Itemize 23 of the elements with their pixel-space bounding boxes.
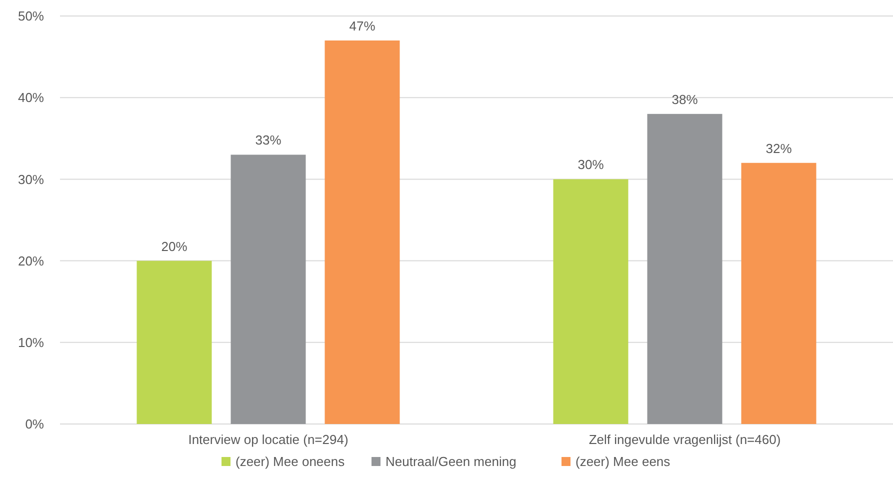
- y-tick-label: 40%: [18, 90, 44, 106]
- data-label: 47%: [349, 18, 376, 34]
- bar: [647, 114, 722, 424]
- bar: [136, 260, 212, 424]
- x-tick-label: Zelf ingevulde vragenlijst (n=460): [588, 432, 781, 447]
- x-tick-label: Interview op locatie (n=294): [188, 432, 348, 447]
- y-tick-label: 10%: [18, 334, 44, 350]
- legend-label: Neutraal/Geen mening: [386, 454, 516, 469]
- y-tick-label: 0%: [25, 416, 44, 432]
- data-label: 38%: [672, 92, 698, 107]
- bar: [741, 162, 816, 424]
- y-tick-label: 20%: [18, 253, 44, 268]
- data-label: 32%: [766, 140, 792, 156]
- y-tick-label: 30%: [18, 172, 44, 187]
- bar: [324, 40, 400, 424]
- legend-label: (zeer) Mee eens: [576, 454, 671, 469]
- data-label: 33%: [255, 132, 282, 148]
- legend-label: (zeer) Mee oneens: [236, 454, 346, 469]
- bar: [230, 154, 306, 424]
- data-label: 20%: [161, 238, 188, 254]
- y-tick-label: 50%: [18, 8, 44, 24]
- bar: [553, 179, 628, 424]
- data-label: 30%: [578, 157, 604, 172]
